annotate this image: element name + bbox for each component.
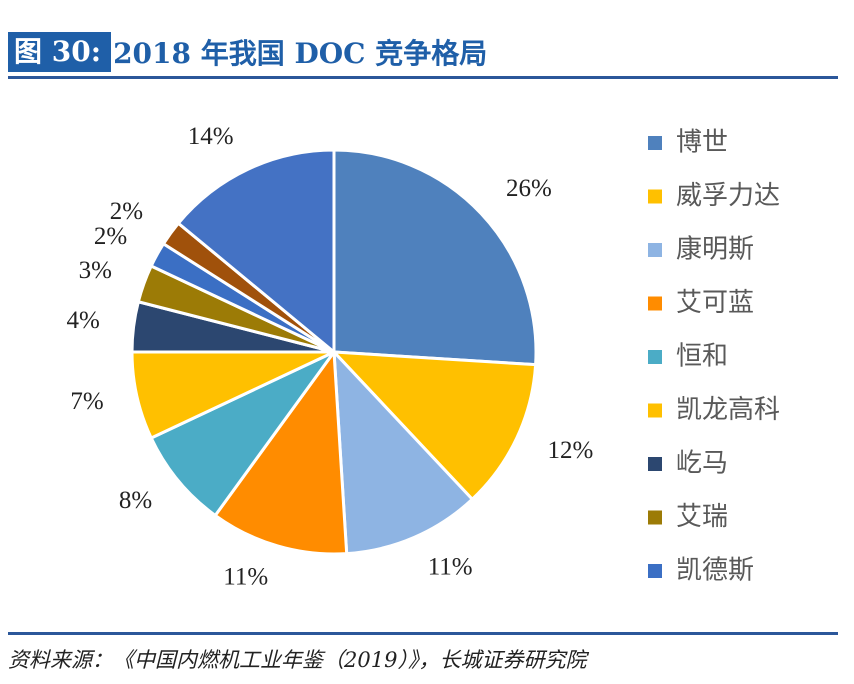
pie-slice-恒和	[149, 350, 336, 518]
pie-slice-康明斯	[332, 347, 475, 556]
legend-swatch	[648, 136, 662, 150]
legend-swatch	[648, 564, 662, 578]
slice-percent-label: 12%	[548, 437, 594, 464]
pie-slice-艾可蓝	[213, 347, 349, 556]
legend-label: 恒和	[676, 342, 728, 372]
legend-label: 凯德斯	[676, 556, 754, 586]
figure-label: 图 30:	[8, 32, 112, 72]
top-divider	[8, 76, 838, 79]
slice-percent-label: 26%	[506, 175, 552, 202]
legend-swatch	[648, 243, 662, 257]
slice-percent-label: 2%	[110, 198, 143, 225]
bottom-divider	[8, 632, 838, 635]
legend-swatch	[648, 296, 662, 311]
figure-title: 2018 年我国 DOC 竞争格局	[113, 37, 488, 70]
legend-label: 艾瑞	[676, 502, 728, 532]
slice-percent-label: 8%	[119, 487, 152, 514]
slice-percent-label: 7%	[70, 388, 103, 415]
slice-percent-label: 14%	[188, 123, 234, 150]
legend-label: 艾可蓝	[676, 288, 754, 318]
figure-header: 图 30: 2018 年我国 DOC 竞争格局	[8, 30, 487, 74]
pie-slice-凯德斯	[176, 148, 336, 356]
legend-label: 博世	[676, 128, 728, 158]
pie-slice-博世	[332, 148, 538, 367]
legend-label: 威孚力达	[676, 181, 780, 211]
legend-swatch	[648, 457, 662, 471]
legend-label: 屹马	[676, 449, 728, 479]
source-note: 资料来源：《中国内燃机工业年鉴（2019）》，长城证券研究院	[8, 648, 587, 672]
slice-percent-label: 4%	[67, 307, 100, 334]
legend-swatch	[648, 403, 662, 418]
slice-percent-label: 3%	[79, 257, 112, 284]
slice-percent-label: 11%	[223, 563, 268, 590]
slice-percent-label: 2%	[94, 223, 127, 250]
legend-label: 康明斯	[676, 235, 754, 265]
legend-swatch	[648, 189, 662, 204]
pie-slice-威孚力达	[330, 350, 538, 502]
legend-swatch	[648, 510, 662, 525]
slice-percent-label: 11%	[428, 553, 473, 580]
legend-swatch	[648, 350, 662, 364]
legend-label: 凯龙高科	[676, 395, 780, 425]
